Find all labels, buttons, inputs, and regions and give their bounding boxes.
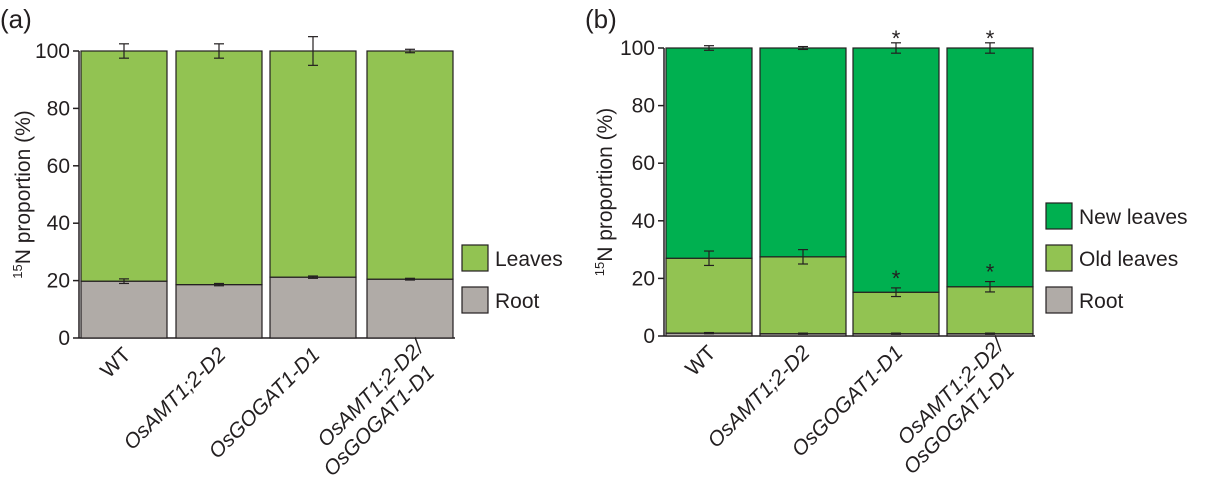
bar-segment-new-leaves <box>665 47 753 259</box>
bar-segment-new-leaves <box>759 47 847 258</box>
y-tick-label: 100 <box>620 37 655 60</box>
legend-swatch <box>461 244 489 272</box>
y-tick-label: 80 <box>632 95 655 118</box>
bar-segment-leaves <box>269 50 357 278</box>
bar-segment-old-leaves <box>946 286 1034 335</box>
legend-swatch <box>1045 286 1073 314</box>
bar-segment-root <box>269 276 357 339</box>
y-tick-label: 40 <box>632 210 655 233</box>
y-axis-label: 15N proportion (%) <box>592 108 617 277</box>
chart-panel-a: (a) 0 20 40 60 80 100 15N proportion (%) WT OsAMT… <box>0 4 563 481</box>
y-tick-label: 20 <box>632 267 655 290</box>
bar-segment-leaves <box>175 50 263 286</box>
y-tick-label: 60 <box>47 155 70 178</box>
y-tick-label: 20 <box>47 270 70 293</box>
legend-swatch <box>1045 202 1073 230</box>
bar-segment-root <box>80 280 168 339</box>
x-category-label: WT <box>96 343 135 382</box>
significance-star: * <box>986 260 995 285</box>
legend-label: Old leaves <box>1079 248 1178 271</box>
y-axis-label-text: N proportion (%) <box>12 110 35 264</box>
legend-label: Root <box>495 290 540 313</box>
y-tick-label: 40 <box>47 212 70 235</box>
legend-swatch <box>1045 244 1073 272</box>
x-category-label-line: WT <box>96 343 135 382</box>
x-category-label: WT <box>681 341 720 380</box>
bar-segment-root <box>366 278 454 339</box>
panel-label: (a) <box>0 4 32 34</box>
y-tick-label: 80 <box>47 97 70 120</box>
bar-segment-old-leaves <box>852 291 940 335</box>
bar-segment-old-leaves <box>759 256 847 335</box>
significance-star: * <box>986 26 995 51</box>
y-axis-label-text: N proportion (%) <box>594 108 617 262</box>
significance-star: * <box>892 26 901 51</box>
y-axis-label: 15N proportion (%) <box>10 110 35 279</box>
y-tick-label: 0 <box>58 327 70 350</box>
bar-segment-root <box>175 284 263 339</box>
panel-label: (b) <box>585 4 617 34</box>
bar-segment-new-leaves <box>852 47 940 293</box>
y-tick-label: 0 <box>643 325 655 348</box>
y-axis-label-superscript: 15 <box>10 264 25 278</box>
y-tick-label: 100 <box>35 40 70 63</box>
legend-label: New leaves <box>1079 206 1188 229</box>
bar-segment-leaves <box>80 50 168 282</box>
legend-label: Root <box>1079 290 1124 313</box>
bar-segment-old-leaves <box>665 257 753 334</box>
y-axis-label-superscript: 15 <box>592 262 607 276</box>
legend-swatch <box>461 286 489 314</box>
y-tick-label: 60 <box>632 152 655 175</box>
significance-star: * <box>892 266 901 291</box>
x-category-label: OsAMT1;2-D2/OsGOGAT1-D1 <box>302 335 448 481</box>
legend-label: Leaves <box>495 248 563 271</box>
bar-segment-leaves <box>366 50 454 280</box>
bar-segment-new-leaves <box>946 47 1034 288</box>
x-category-label-line: WT <box>681 341 720 380</box>
